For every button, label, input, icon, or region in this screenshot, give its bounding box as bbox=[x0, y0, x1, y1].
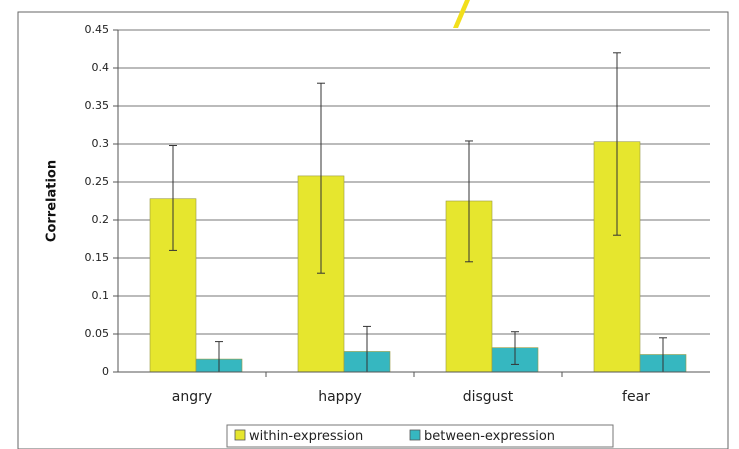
x-category-label: disgust bbox=[463, 389, 514, 405]
y-tick-label: 0.45 bbox=[85, 23, 110, 36]
x-category-label: angry bbox=[172, 389, 212, 405]
legend-swatch-within-expression bbox=[234, 429, 246, 441]
legend: within-expression between-expression bbox=[226, 424, 614, 448]
legend-swatch-between-expression bbox=[409, 429, 421, 441]
yellow-highlight-mark bbox=[453, 0, 470, 28]
y-tick-label: 0.15 bbox=[85, 251, 110, 264]
y-axis-label: Correlation bbox=[45, 160, 60, 242]
legend-label-between-expression: between-expression bbox=[424, 429, 555, 444]
y-tick-label: 0.2 bbox=[92, 213, 110, 226]
x-axis-categories: angry happy disgust fear bbox=[172, 372, 650, 405]
legend-label-within-expression: within-expression bbox=[249, 429, 363, 444]
y-axis-ticks: 0 0.05 0.1 0.15 0.2 0.25 0.3 0.35 0.4 0.45 bbox=[85, 23, 118, 378]
y-tick-label: 0.05 bbox=[85, 327, 110, 340]
y-tick-label: 0 bbox=[102, 365, 109, 378]
y-tick-label: 0.25 bbox=[85, 175, 110, 188]
bars bbox=[149, 141, 687, 373]
error-bars bbox=[169, 52, 667, 373]
y-tick-label: 0.4 bbox=[92, 61, 110, 74]
x-category-label: fear bbox=[622, 389, 650, 405]
y-tick-label: 0.35 bbox=[85, 99, 110, 112]
y-tick-label: 0.3 bbox=[92, 137, 110, 150]
y-tick-label: 0.1 bbox=[92, 289, 110, 302]
x-category-label: happy bbox=[318, 389, 362, 405]
